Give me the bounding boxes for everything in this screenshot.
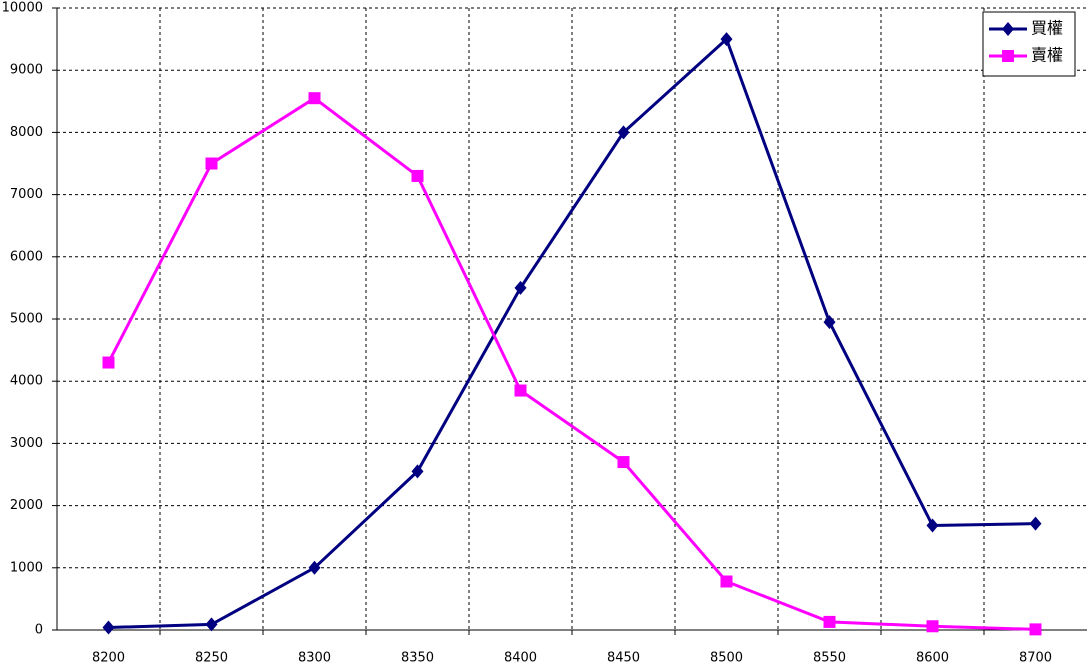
x-tick-label: 8400 (504, 651, 537, 666)
y-tick-label: 5000 (10, 312, 43, 327)
x-tick-label: 8600 (916, 651, 949, 666)
marker (514, 280, 527, 295)
marker (617, 125, 630, 140)
y-tick-label: 1000 (10, 560, 43, 575)
series-line (107, 96, 1036, 631)
marker (102, 356, 115, 369)
marker (1002, 50, 1014, 62)
marker (1029, 516, 1042, 531)
x-tick-label: 8450 (607, 651, 640, 666)
x-tick-label: 8200 (92, 651, 125, 666)
marker (102, 620, 115, 635)
marker (926, 518, 939, 533)
marker (1029, 623, 1042, 636)
marker (205, 157, 218, 170)
series-line (108, 36, 1036, 630)
x-tick-label: 8300 (298, 651, 331, 666)
marker (308, 560, 321, 575)
x-tick-label: 8250 (195, 651, 228, 666)
marker (514, 384, 527, 397)
x-tick-label: 8550 (813, 651, 846, 666)
x-tick-label: 8700 (1019, 651, 1052, 666)
marker (720, 32, 733, 47)
y-tick-label: 2000 (10, 498, 43, 513)
marker (823, 315, 836, 330)
marker (823, 615, 836, 628)
marker (411, 464, 424, 479)
y-tick-label: 3000 (10, 436, 43, 451)
marker (205, 617, 218, 632)
y-tick-label: 0 (35, 623, 43, 638)
y-tick-label: 8000 (10, 125, 43, 140)
marker (720, 575, 733, 588)
legend-label: 買權 (1031, 19, 1063, 38)
legend-box (982, 11, 1076, 77)
y-tick-label: 4000 (10, 374, 43, 389)
marker (1002, 22, 1014, 36)
y-tick-label: 10000 (2, 1, 43, 16)
marker (411, 169, 424, 182)
y-tick-label: 9000 (10, 63, 43, 78)
marker (926, 620, 939, 633)
x-tick-label: 8350 (401, 651, 434, 666)
x-tick-label: 8500 (710, 651, 743, 666)
marker (617, 456, 630, 469)
marker (308, 92, 321, 105)
legend-label: 賣權 (1031, 46, 1063, 65)
y-tick-label: 6000 (10, 249, 43, 264)
y-tick-label: 7000 (10, 187, 43, 202)
